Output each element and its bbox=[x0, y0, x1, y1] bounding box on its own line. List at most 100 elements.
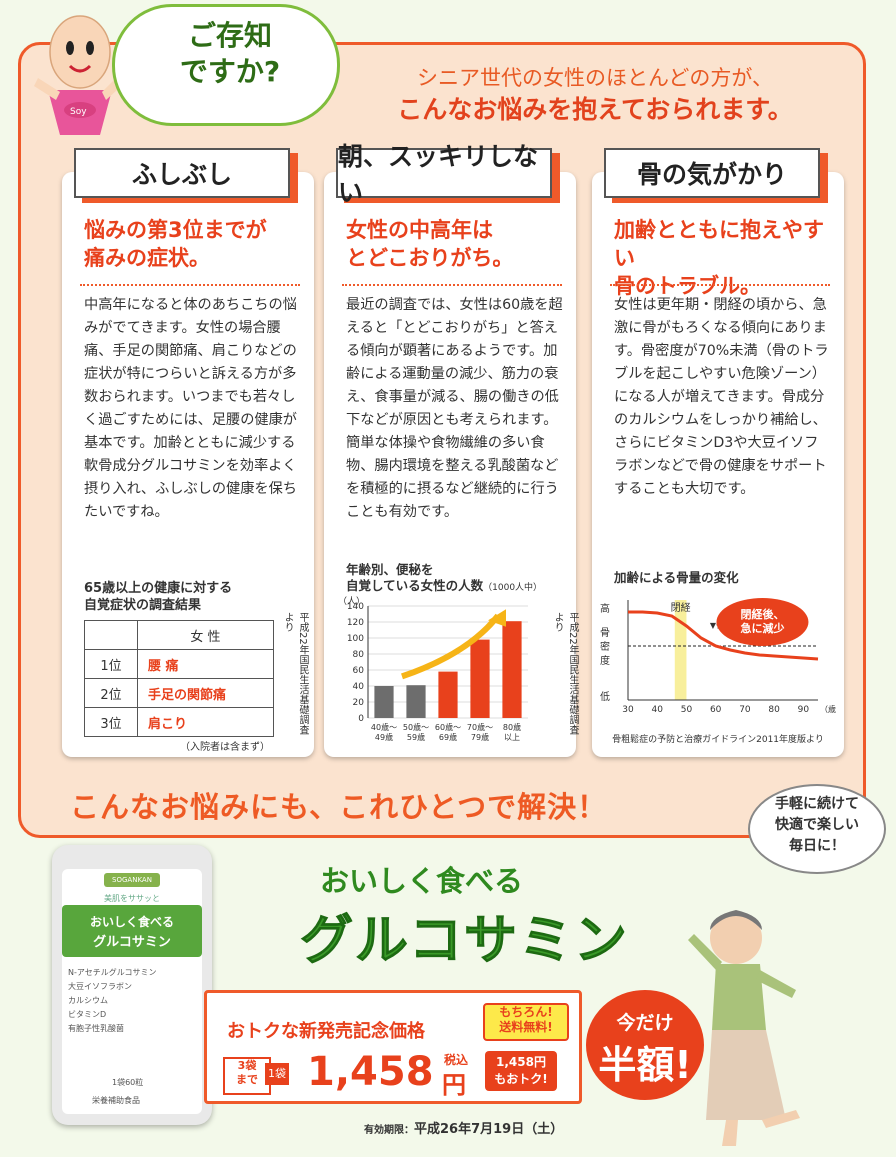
x-tick-label: 40歳〜 bbox=[371, 722, 397, 732]
woman-speech-bubble: 手軽に続けて 快適で楽しい 毎日に！ bbox=[748, 784, 886, 874]
x-tick-label: 80歳 bbox=[503, 722, 521, 732]
soy-character-illustration: Soy bbox=[34, 15, 128, 135]
callout-text: 急に減少 bbox=[740, 621, 784, 635]
card-body: 最近の調査では、女性は60歳を超えると「とどこおりがち」と答える傾向が顕著にある… bbox=[346, 297, 563, 520]
package-ingredient: 大豆イソフラボン bbox=[68, 982, 132, 991]
speech-bubble bbox=[112, 4, 340, 126]
x-tick-label: 69歳 bbox=[439, 732, 457, 742]
per-bag-tag: 1袋 bbox=[265, 1063, 289, 1085]
callout-bubble bbox=[716, 598, 809, 646]
source-note: 平成22年国民生活基礎調査より bbox=[282, 612, 308, 735]
package-footer: 栄養補助食品 bbox=[92, 1096, 140, 1105]
card-headline: 悩みの第3位までが 痛みの症状。 bbox=[84, 218, 267, 270]
divider bbox=[80, 284, 300, 286]
table-note: （入院者は含まず） bbox=[180, 742, 270, 753]
bar bbox=[406, 685, 426, 718]
table-title: 65歳以上の健康に対する 自覚症状の調査結果 bbox=[84, 581, 233, 613]
y-tick-label: 0 bbox=[358, 714, 364, 724]
table-row: 2位 手足の関節痛 bbox=[84, 678, 274, 708]
expiry-date: 有効期限：平成26年7月19日（土） bbox=[364, 1122, 564, 1137]
x-tick-label: 79歳 bbox=[471, 732, 489, 742]
x-tick-label: 80 bbox=[768, 705, 780, 715]
bar bbox=[470, 639, 490, 718]
table-header: 女 性 bbox=[137, 620, 274, 650]
card-headline: 加齢とともに抱えやすい 骨のトラブル。 bbox=[614, 218, 824, 298]
price-label: おトクな新発売記念価格 bbox=[227, 1021, 425, 1042]
chart-title: 加齢による骨量の変化 bbox=[614, 570, 739, 585]
y-axis-label: 度 bbox=[600, 654, 610, 667]
x-tick-label: 以上 bbox=[504, 733, 520, 742]
card-body: 中高年になると体のあちこちの悩みがでてきます。女性の場合腰痛、手足の関節痛、肩こ… bbox=[84, 297, 297, 520]
source-note: 平成22年国民生活基礎調査より bbox=[552, 612, 578, 735]
x-tick-label: 60歳〜 bbox=[435, 722, 461, 732]
x-unit-label: （歳） bbox=[820, 704, 836, 714]
package-ingredient: N-アセチルグルコサミン bbox=[68, 968, 157, 977]
half-price-badge: 今だけ 半額! bbox=[586, 990, 704, 1100]
chart-title: 年齢別、便秘を 自覚している女性の人数（1000人中） bbox=[346, 562, 543, 593]
product-name-line2: グルコサミン bbox=[300, 910, 629, 972]
divider bbox=[610, 284, 830, 286]
price-box: おトクな新発売記念価格 もちろん! 送料無料! 3袋 まで 1袋 1,458 税… bbox=[204, 990, 582, 1104]
y-tick-label: 140 bbox=[347, 602, 364, 612]
trend-arrow bbox=[401, 613, 501, 680]
y-axis-label: 骨 bbox=[600, 627, 610, 639]
x-tick-label: 59歳 bbox=[407, 732, 425, 742]
constipation-bar-chart: （人） 0 20 40 60 80 100 120 140 40歳〜49歳 50歳〜59歳 60歳〜6… bbox=[338, 596, 528, 742]
series-line bbox=[628, 610, 819, 661]
speech-title: ご存知 ですか? bbox=[179, 19, 281, 88]
y-tick-label: 20 bbox=[353, 698, 365, 708]
intro-line2: こんなお悩みを抱えておられます。 bbox=[397, 95, 793, 124]
woman-illustration bbox=[688, 910, 800, 1146]
x-tick-label: 50 bbox=[681, 705, 693, 715]
package-ingredient: 有胞子性乳酸菌 bbox=[68, 1024, 124, 1033]
x-tick-label: 60 bbox=[710, 705, 722, 715]
menopause-band bbox=[674, 600, 687, 700]
price-value: 1,458 bbox=[307, 1049, 434, 1095]
package-ingredient: カルシウム bbox=[68, 996, 108, 1005]
trend-arrowhead bbox=[488, 609, 506, 627]
bar bbox=[438, 671, 458, 718]
card-joints: ふしぶし 悩みの第3位までが 痛みの症状。 中高年になると体のあちこちの悩みがで… bbox=[62, 148, 314, 757]
callout-text: 閉経後、 bbox=[740, 607, 784, 621]
x-tick-label: 40 bbox=[652, 705, 664, 715]
card-morning: 朝、スッキリしない 女性の中高年は とどこおりがち。 最近の調査では、女性は60… bbox=[324, 142, 578, 757]
package-count: 1袋60粒 bbox=[112, 1078, 144, 1087]
y-tick-label: 40 bbox=[353, 682, 365, 692]
yen-label: 円 bbox=[442, 1071, 466, 1099]
bar bbox=[502, 621, 522, 718]
bottom-headline: こんなお悩みにも、これひとつで解決！ bbox=[70, 790, 608, 824]
x-tick-label: 70 bbox=[739, 705, 751, 715]
free-shipping-badge: もちろん! 送料無料! bbox=[483, 1003, 569, 1041]
y-low-label: 低 bbox=[600, 690, 610, 703]
y-high-label: 高 bbox=[600, 602, 610, 615]
intro-line1: シニア世代の女性のほとんどの方が、 bbox=[417, 66, 773, 90]
card-tab: 朝、スッキリしない bbox=[336, 142, 552, 207]
half-price-main: 半額! bbox=[598, 1043, 692, 1087]
package-name-line1: おいしく食べる bbox=[89, 915, 174, 929]
y-tick-label: 60 bbox=[353, 666, 365, 676]
table-row: 1位腰 痛 bbox=[84, 649, 274, 679]
bar bbox=[374, 686, 394, 718]
brand-logo: SOGANKAN bbox=[104, 873, 160, 887]
x-tick-label: 50歳〜 bbox=[403, 722, 429, 732]
savings-badge: 1,458円 もおトク! bbox=[485, 1051, 557, 1091]
card-body: 女性は更年期・閉経の頃から、急激に骨がもろくなる傾向にあります。骨密度が70%未… bbox=[614, 297, 829, 497]
package-ingredient: ビタミンD bbox=[68, 1010, 107, 1019]
package-name-line2: グルコサミン bbox=[93, 935, 171, 950]
symptom-table: 女 性 1位腰 痛 2位 手足の関節痛 3位 肩こり bbox=[84, 620, 274, 737]
x-tick-label: 30 bbox=[622, 705, 634, 715]
y-tick-label: 100 bbox=[347, 634, 364, 644]
source-note: 骨粗鬆症の予防と治療ガイドライン2011年度版より bbox=[612, 735, 824, 745]
bone-density-line-chart: 閉経高骨密度低30405060708090（歳）▼骨折をしやすい範囲（骨密度70… bbox=[600, 598, 836, 715]
card-tab: 骨の気がかり bbox=[604, 148, 820, 198]
y-axis-label: （人） bbox=[338, 596, 365, 607]
menopause-label: 閉経 bbox=[671, 601, 691, 614]
card-tab: ふしぶし bbox=[74, 148, 290, 198]
card-headline: 女性の中高年は とどこおりがち。 bbox=[346, 218, 514, 270]
tax-label: 税込 bbox=[444, 1053, 469, 1067]
half-price-top: 今だけ bbox=[616, 1012, 674, 1034]
soy-badge-text: Soy bbox=[70, 107, 87, 117]
x-tick-label: 49歳 bbox=[375, 732, 393, 742]
card-bones: 骨の気がかり 加齢とともに抱えやすい 骨のトラブル。 女性は更年期・閉経の頃から… bbox=[592, 148, 844, 757]
x-tick-label: 70歳〜 bbox=[467, 722, 493, 732]
